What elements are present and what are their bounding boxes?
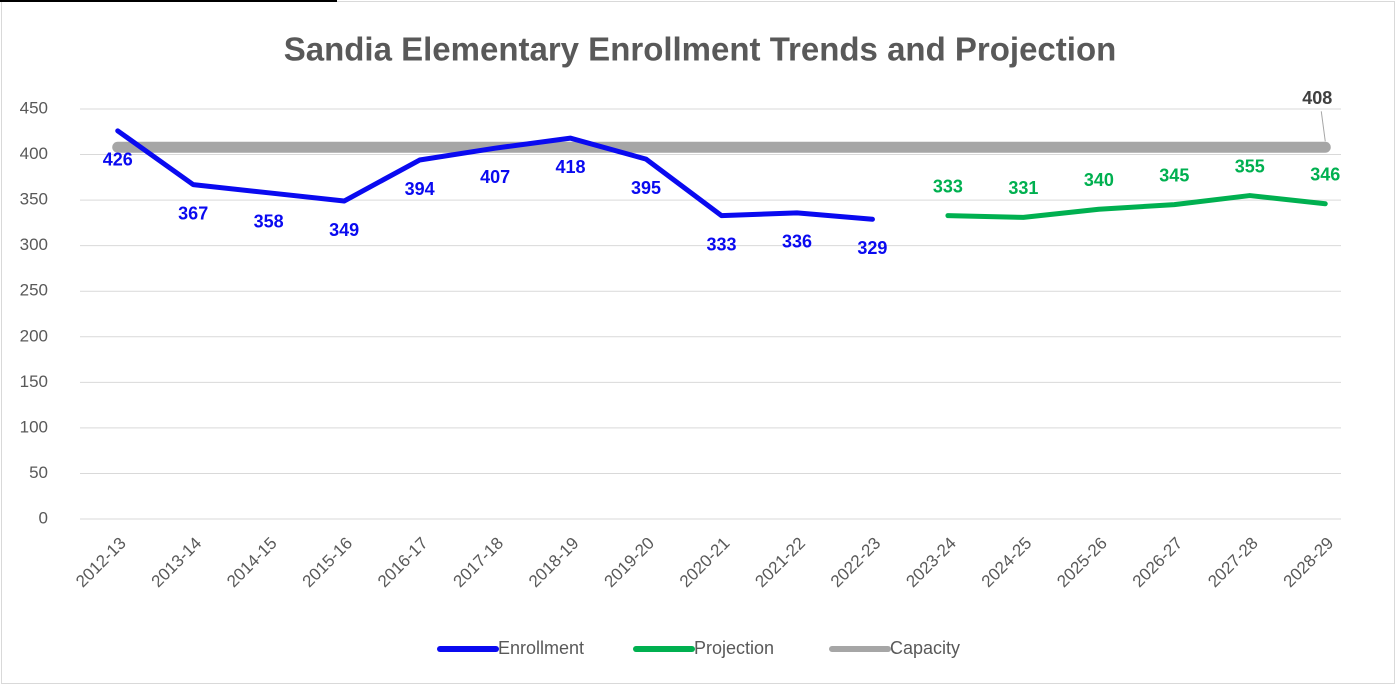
data-label: 358 [254,212,284,232]
data-label: 349 [329,220,359,240]
data-label: 340 [1084,170,1114,190]
legend-label: Enrollment [498,638,584,658]
y-tick-label: 0 [39,508,48,527]
y-tick-label: 50 [29,463,48,482]
data-label: 329 [857,238,887,258]
y-tick-label: 350 [20,190,48,209]
data-label: 336 [782,232,812,252]
data-label: 333 [706,234,736,254]
y-tick-label: 150 [20,372,48,391]
y-tick-label: 450 [20,98,48,117]
data-label: 418 [556,157,586,177]
y-tick-label: 400 [20,144,48,163]
leader-line [1320,111,1326,142]
data-label: 426 [103,150,133,170]
y-tick-label: 250 [20,281,48,300]
data-label: 333 [933,176,963,196]
y-tick-label: 200 [20,326,48,345]
data-label: 394 [405,179,435,199]
chart-title: Sandia Elementary Enrollment Trends and … [284,31,1117,68]
data-label: 408 [1302,88,1332,108]
series-line [945,193,1328,220]
data-label: 345 [1159,165,1189,185]
data-label: 395 [631,178,661,198]
data-label: 331 [1008,178,1038,198]
data-label: 346 [1310,165,1340,185]
legend-label: Projection [694,638,774,658]
data-label: 407 [480,167,510,187]
data-label: 367 [178,203,208,223]
legend-label: Capacity [890,638,960,658]
data-label: 355 [1235,156,1265,176]
y-tick-label: 300 [20,235,48,254]
y-tick-label: 100 [20,417,48,436]
series-line [115,128,875,222]
